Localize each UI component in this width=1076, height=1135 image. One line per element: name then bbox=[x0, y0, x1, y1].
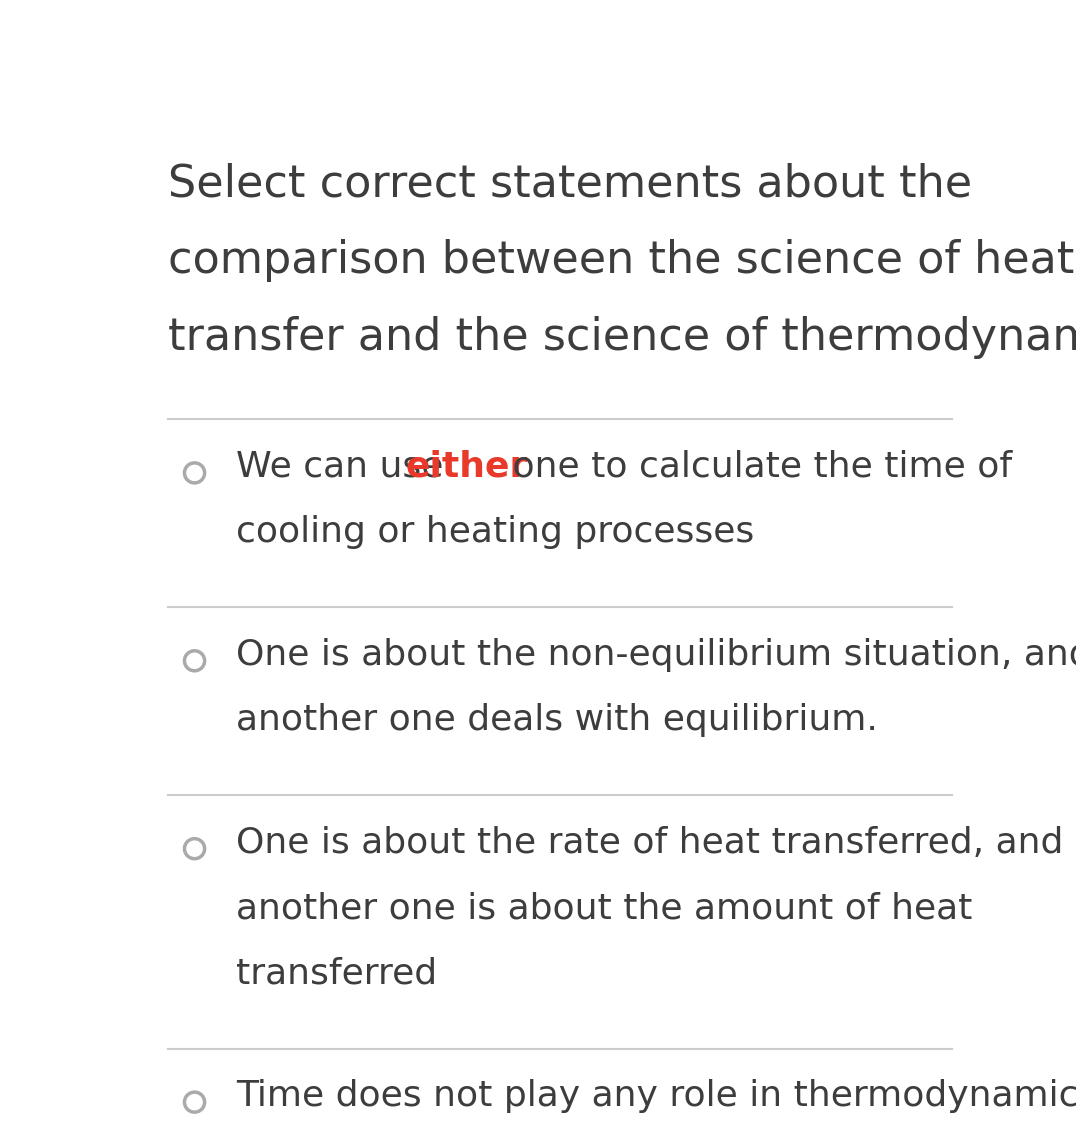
Text: transfer and the science of thermodynamics: transfer and the science of thermodynami… bbox=[168, 317, 1076, 360]
Text: another one is about the amount of heat: another one is about the amount of heat bbox=[237, 891, 973, 925]
Text: either: either bbox=[406, 449, 528, 484]
Text: another one deals with equilibrium.: another one deals with equilibrium. bbox=[237, 704, 878, 738]
Text: One is about the non-equilibrium situation, and: One is about the non-equilibrium situati… bbox=[237, 638, 1076, 672]
Text: transferred: transferred bbox=[237, 957, 437, 991]
Text: We can use: We can use bbox=[237, 449, 455, 484]
Text: one to calculate the time of: one to calculate the time of bbox=[500, 449, 1011, 484]
Text: Time does not play any role in thermodynamics,: Time does not play any role in thermodyn… bbox=[237, 1079, 1076, 1113]
Text: One is about the rate of heat transferred, and: One is about the rate of heat transferre… bbox=[237, 826, 1063, 859]
Text: cooling or heating processes: cooling or heating processes bbox=[237, 515, 754, 549]
Text: comparison between the science of heat: comparison between the science of heat bbox=[168, 239, 1074, 283]
Text: Select correct statements about the: Select correct statements about the bbox=[168, 162, 972, 205]
